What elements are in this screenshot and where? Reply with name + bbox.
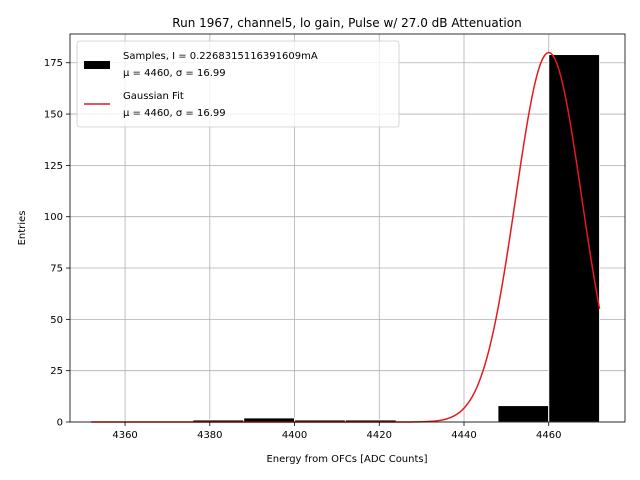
legend-swatch-samples: [84, 61, 110, 69]
histogram-bars: [192, 54, 601, 423]
y-tick-label: 125: [44, 161, 63, 172]
legend-box: [76, 40, 400, 128]
legend-label-fit: Gaussian Fit: [123, 91, 184, 102]
x-tick-label: 4460: [536, 430, 561, 441]
x-tick-label: 4440: [451, 430, 476, 441]
y-tick-label: 75: [50, 264, 63, 275]
legend-stats-samples: μ = 4460, σ = 16.99: [123, 68, 226, 79]
y-axis-title: Entries: [17, 211, 28, 246]
x-tick-label: 4360: [112, 430, 137, 441]
legend-label-samples: Samples, I = 0.2268315116391609mA: [123, 51, 318, 62]
histogram-bar: [497, 405, 550, 423]
x-tick-label: 4420: [367, 430, 392, 441]
x-axis-ticks: 4360 4380 4400 4420 4440 4460: [112, 422, 561, 441]
x-tick-label: 4380: [197, 430, 222, 441]
x-tick-label: 4400: [282, 430, 307, 441]
y-tick-label: 175: [44, 58, 63, 69]
chart-title: Run 1967, channel5, lo gain, Pulse w/ 27…: [172, 16, 521, 30]
histogram-bar: [548, 54, 601, 423]
y-tick-label: 50: [50, 315, 63, 326]
plot-frame: [69, 33, 626, 423]
legend-stats-fit: μ = 4460, σ = 16.99: [123, 108, 226, 119]
legend: Samples, I = 0.2268315116391609mA μ = 44…: [76, 40, 400, 128]
y-tick-label: 150: [44, 110, 63, 121]
y-tick-label: 0: [57, 418, 63, 429]
y-axis-ticks: 0 25 50 75 100 125 150 175: [44, 58, 70, 429]
y-tick-label: 100: [44, 212, 63, 223]
y-tick-label: 25: [50, 366, 63, 377]
x-axis-title: Energy from OFCs [ADC Counts]: [266, 454, 427, 465]
